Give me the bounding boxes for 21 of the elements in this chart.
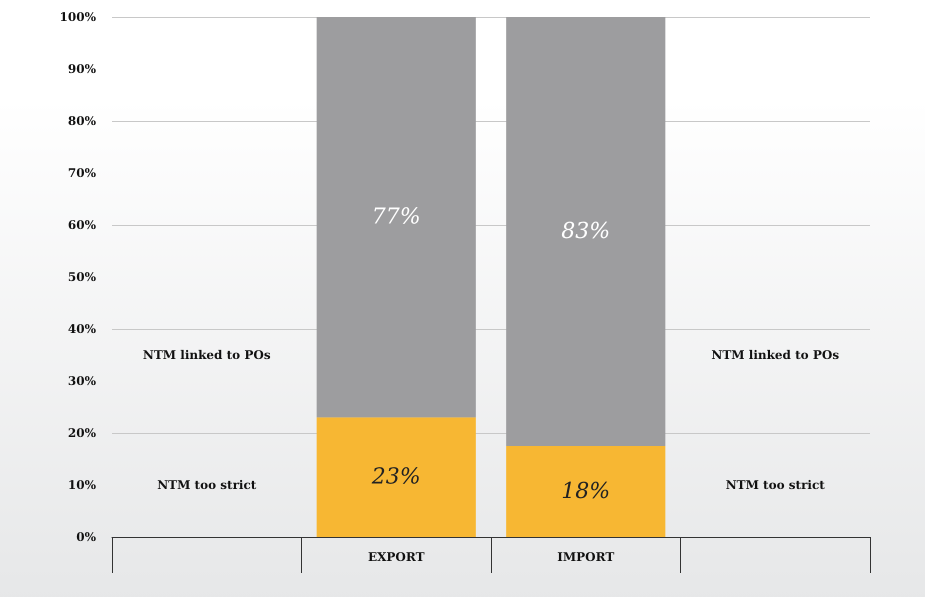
y-tick-label: 90% bbox=[68, 62, 97, 76]
y-tick-label: 70% bbox=[68, 166, 97, 180]
y-tick-label: 20% bbox=[68, 426, 97, 440]
text: NTM too strict bbox=[726, 478, 825, 492]
y-tick-label: 0% bbox=[76, 530, 97, 544]
x-tick-label: IMPORT bbox=[557, 550, 614, 564]
y-tick-label: 60% bbox=[68, 218, 97, 232]
data-label: 18% bbox=[561, 479, 610, 504]
data-label: 83% bbox=[561, 219, 610, 244]
y-tick-label: 80% bbox=[68, 114, 97, 128]
y-tick-label: 50% bbox=[68, 270, 97, 284]
data-label: 77% bbox=[372, 204, 421, 230]
text: NTM linked to POs bbox=[711, 348, 840, 362]
x-tick-label: EXPORT bbox=[368, 550, 425, 564]
y-tick-label: 100% bbox=[60, 10, 97, 24]
y-tick-label: 40% bbox=[68, 322, 97, 336]
y-tick-label: 30% bbox=[68, 374, 97, 388]
text: NTM linked to POs bbox=[142, 348, 271, 362]
text: NTM too strict bbox=[157, 478, 257, 492]
y-tick-label: 10% bbox=[68, 478, 97, 492]
data-label: 23% bbox=[370, 464, 421, 490]
